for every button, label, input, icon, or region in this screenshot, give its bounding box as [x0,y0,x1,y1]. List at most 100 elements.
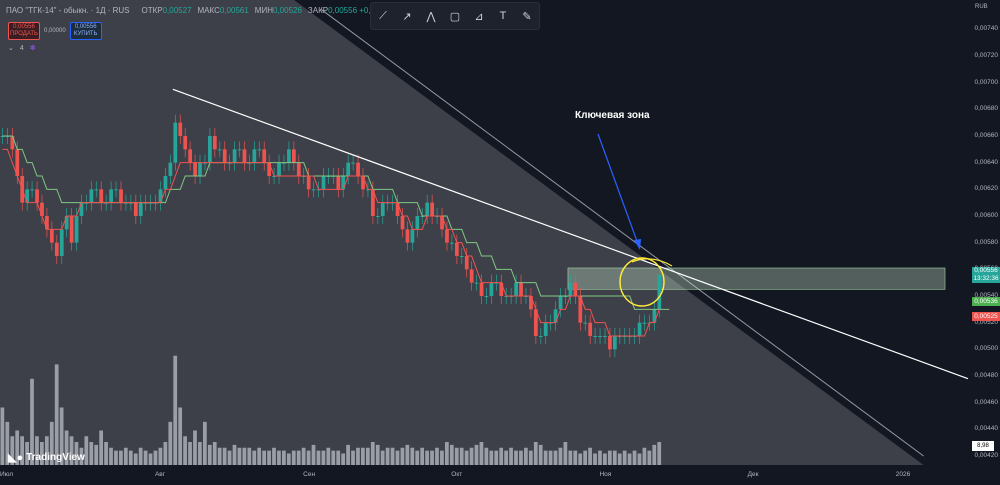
volume-bar [519,450,523,465]
resistance-trendline [172,88,969,380]
candle-body [79,202,84,216]
candle-body [346,162,351,176]
candle-body [296,162,301,176]
volume-bar [509,447,513,465]
candle-body [163,176,168,190]
fib-tool-icon[interactable]: ⊿ [474,10,484,23]
symbol-title[interactable]: ПАО "ТГК-14" - обыкн. · 1Д · RUS [6,5,130,15]
volume-bar [321,450,326,465]
volume-bar [622,450,627,465]
candle-body [237,149,242,151]
candle-body [341,176,346,190]
candle-body [193,162,197,176]
key-zone-annotation[interactable]: Ключевая зона [575,110,650,121]
volume-bar [277,450,281,465]
candle-body [217,149,222,151]
indicators-toggle[interactable]: ⌄ 4 ✽ [8,44,36,53]
candle-body [252,149,257,163]
volume-bar [548,450,553,465]
price-tick-label: 0,00720 [974,52,999,59]
candle-body [257,149,262,151]
candle-body [35,189,39,203]
candle-body [109,189,113,203]
volume-bar [336,450,341,465]
candle-body [474,282,479,284]
volume-bar [642,447,647,465]
volume-bar [20,436,24,465]
volume-bar [193,430,197,465]
ma-fast-line [2,148,660,337]
volume-bar [202,421,207,465]
shaded-region [0,0,924,465]
volume-bar [242,447,247,465]
candle-body [405,229,410,243]
candle-body [212,136,217,150]
candle-body [287,149,291,163]
volume-bar [499,447,504,465]
volume-bar [528,450,533,465]
candle-body [553,309,558,323]
time-tick-label: Ноя [599,471,612,478]
candle-body [499,282,504,296]
candle-body [558,296,563,310]
candle-body [469,269,474,283]
ohlc-low: МИН0,00526 [254,5,302,15]
volume-bar [410,447,415,465]
volume-bar [212,442,217,465]
price-axis[interactable]: 0,00740 0,00720 0,00700 0,00680 0,00660 0,006… [972,0,1000,465]
path-tool-icon[interactable]: ⋀ [426,10,436,23]
volume-bar [267,450,271,465]
volume-bar [69,436,74,465]
volume-bar [390,447,395,465]
candle-body [613,336,617,350]
candle-body [64,216,69,230]
chevron-down-icon: ⌄ [8,45,14,52]
price-scale-label: 0,00536 [972,296,1000,306]
volume-bar [59,407,64,465]
volume-bar [262,450,266,465]
candle-body [188,149,193,163]
volume-bar [5,421,10,465]
brush-tool-icon[interactable]: ✎ [522,10,532,23]
volume-bar [593,453,597,465]
volume-bar [128,450,133,465]
candle-body [99,189,104,203]
volume-bar [459,447,464,465]
candle-body [529,296,533,310]
falling-channel-line [320,8,924,457]
candle-body [336,176,341,190]
candle-body [173,122,178,163]
sell-button[interactable]: 0,00556 ПРОДАТЬ [8,22,40,40]
candle-body [568,282,573,296]
time-tick-label: Авг [154,471,166,478]
ohlc-close: ЗАКР0,00556 +0,00029 [307,5,370,15]
volume-bar [163,442,168,465]
candle-body [514,282,518,296]
candle-body [30,189,34,191]
volume-bar [153,450,158,465]
text-tool-icon[interactable]: T [499,10,507,22]
candle-body [588,322,593,336]
rectangle-tool-icon[interactable]: ▢ [449,10,461,23]
volume-bar [286,453,291,465]
trendline-tool-icon[interactable]: ⟋ [379,9,387,22]
tradingview-logo[interactable]: ◣● TradingView [8,451,85,464]
ray-tool-icon[interactable]: ↗ [402,10,412,23]
volume-bar [227,450,232,465]
buy-button[interactable]: 0,00556 КУПИТЬ [69,22,102,40]
volume-bar [64,430,69,465]
price-scale-label: 0,00525 [972,311,1000,321]
volume-bar [385,447,390,465]
key-zone-circle-tail [631,258,673,267]
volume-bar [104,442,108,465]
price-tick-label: 0,00420 [974,452,999,459]
candle-body [321,176,326,190]
volume-bar [123,447,128,465]
candle-body [306,176,311,190]
candle-body [652,309,657,323]
volume-bar [114,450,118,465]
candle-body [89,189,94,203]
sell-label: ПРОДАТЬ [10,31,38,37]
